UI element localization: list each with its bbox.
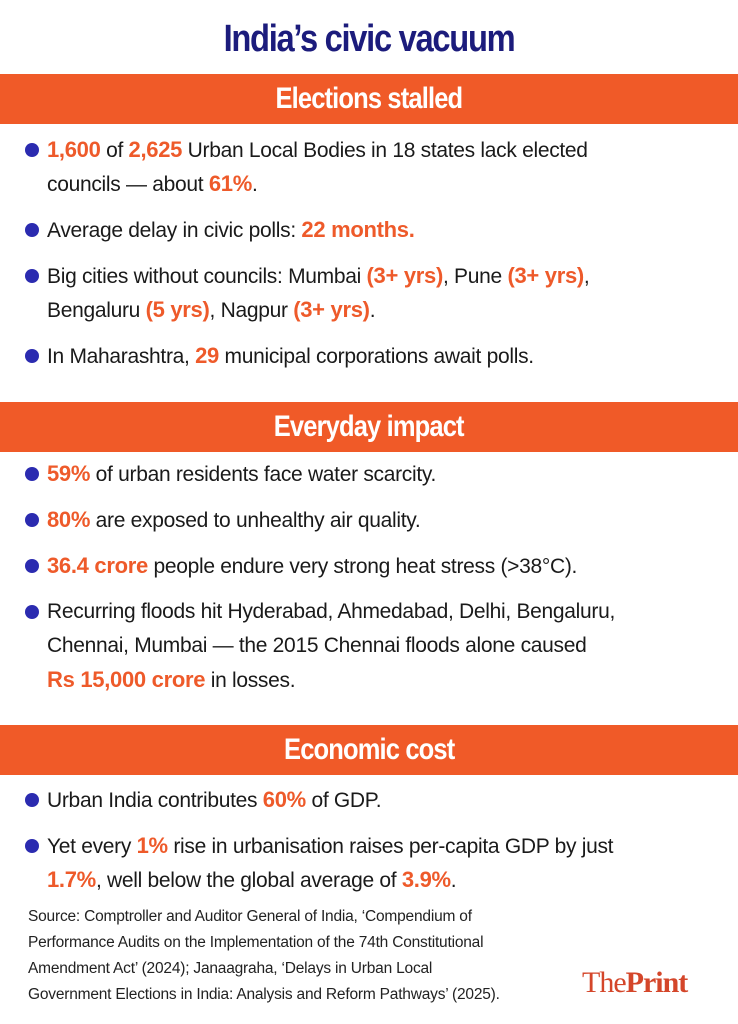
highlight-figure: 22 months. [301, 217, 415, 242]
list-item: In Maharashtra, 29 municipal corporation… [0, 339, 738, 373]
economic-list: Urban India contributes 60% of GDP. Yet e… [0, 783, 738, 909]
bullet-dot-icon [25, 467, 39, 481]
bullet-line: 1,600 of 2,625 Urban Local Bodies in 18 … [47, 133, 738, 167]
theprint-logo: ThePrint [582, 966, 689, 1000]
list-item: Urban India contributes 60% of GDP. [0, 783, 738, 817]
section-heading-text: Elections stalled [275, 82, 464, 115]
bullet-line: Recurring floods hit Hyderabad, Ahmedaba… [47, 595, 738, 629]
logo-part-the: The [582, 966, 627, 999]
section-heading-economic: Economic cost [0, 725, 738, 775]
bullet-line: Big cities without councils: Mumbai (3+ … [47, 259, 738, 293]
section-heading-text: Everyday impact [274, 410, 465, 443]
list-item: Recurring floods hit Hyderabad, Ahmedaba… [0, 595, 738, 697]
highlight-figure: (3+ yrs) [507, 263, 584, 288]
bullet-dot-icon [25, 513, 39, 527]
bullet-text: in losses. [205, 669, 296, 692]
highlight-figure: (3+ yrs) [366, 263, 444, 288]
list-item: Big cities without councils: Mumbai (3+ … [0, 259, 738, 327]
list-item: Yet every 1% rise in urbanisation raises… [0, 829, 738, 897]
section-heading-elections: Elections stalled [0, 74, 738, 124]
bullet-line: Yet every 1% rise in urbanisation raises… [47, 829, 738, 863]
bullet-dot-icon [25, 223, 39, 237]
bullet-text: . [369, 299, 376, 322]
bullet-line: In Maharashtra, 29 municipal corporation… [47, 339, 738, 373]
bullet-text: In Maharashtra, [47, 345, 196, 368]
page-title: India’s civic vacuum [223, 18, 516, 60]
bullet-text: rise in urbanisation raises per-capita G… [167, 835, 614, 858]
bullet-text: , well below the global average of [95, 869, 402, 892]
bullet-dot-icon [25, 143, 39, 157]
bullet-line: councils — about 61%. [47, 167, 738, 201]
bullet-line: Rs 15,000 crore in losses. [47, 663, 738, 697]
bullet-dot-icon [25, 605, 39, 619]
bullet-text: Recurring floods hit Hyderabad, Ahmedaba… [47, 600, 616, 623]
source-line: Amendment Act’ (2024); Janaagraha, ‘Dela… [28, 960, 433, 977]
highlight-figure: 1% [136, 833, 169, 858]
section-heading-impact: Everyday impact [0, 402, 738, 452]
bullet-line: 80% are exposed to unhealthy air quality… [47, 503, 738, 537]
logo-part-print: Print [625, 966, 689, 999]
source-line: Performance Audits on the Implementation… [28, 934, 484, 951]
highlight-figure: 61% [208, 171, 252, 196]
list-item: 80% are exposed to unhealthy air quality… [0, 503, 738, 537]
source-line: Government Elections in India: Analysis … [28, 986, 500, 1003]
bullet-dot-icon [25, 559, 39, 573]
bullet-text: Average delay in civic polls: [47, 219, 302, 242]
bullet-text: . [450, 869, 457, 892]
bullet-text: Bengaluru [47, 299, 146, 322]
highlight-figure: (3+ yrs) [293, 297, 370, 322]
bullet-text: , Nagpur [209, 299, 294, 322]
highlight-figure: 36.4 crore [47, 553, 148, 578]
highlight-figure: 80% [47, 507, 91, 532]
bullet-text: Urban India contributes [47, 789, 263, 812]
bullet-line: 59% of urban residents face water scarci… [47, 457, 738, 491]
bullet-text: of [100, 139, 129, 162]
bullet-line: 1.7%, well below the global average of 3… [47, 863, 738, 897]
list-item: 36.4 crore people endure very strong hea… [0, 549, 738, 583]
highlight-figure: (5 yrs) [145, 297, 210, 322]
bullet-line: 36.4 crore people endure very strong hea… [47, 549, 738, 583]
highlight-figure: 59% [47, 461, 91, 486]
bullet-text: . [251, 173, 258, 196]
bullet-line: Chennai, Mumbai — the 2015 Chennai flood… [47, 629, 738, 663]
bullet-text: Urban Local Bodies in 18 states lack ele… [182, 139, 588, 162]
impact-list: 59% of urban residents face water scarci… [0, 457, 738, 709]
source-note: Source: Comptroller and Auditor General … [28, 904, 500, 1008]
bullet-dot-icon [25, 349, 39, 363]
bullet-dot-icon [25, 269, 39, 283]
bullet-text: councils — about [47, 173, 209, 196]
bullet-text: , [583, 265, 590, 288]
bullet-line: Average delay in civic polls: 22 months. [47, 213, 738, 247]
highlight-figure: 2,625 [128, 137, 183, 162]
bullet-line: Urban India contributes 60% of GDP. [47, 783, 738, 817]
highlight-figure: Rs 15,000 crore [47, 667, 206, 692]
bullet-text: municipal corporations await polls. [218, 345, 535, 368]
source-line: Source: Comptroller and Auditor General … [28, 908, 472, 925]
section-heading-text: Economic cost [283, 733, 455, 766]
bullet-text: of GDP. [305, 789, 382, 812]
list-item: 1,600 of 2,625 Urban Local Bodies in 18 … [0, 133, 738, 201]
elections-list: 1,600 of 2,625 Urban Local Bodies in 18 … [0, 133, 738, 385]
bullet-dot-icon [25, 793, 39, 807]
bullet-text: Yet every [47, 835, 137, 858]
bullet-text: , Pune [442, 265, 508, 288]
bullet-dot-icon [25, 839, 39, 853]
bullet-text: of urban residents face water scarcity. [90, 463, 437, 486]
highlight-figure: 1.7% [47, 867, 96, 892]
bullet-text: Chennai, Mumbai — the 2015 Chennai flood… [47, 634, 587, 657]
list-item: Average delay in civic polls: 22 months. [0, 213, 738, 247]
list-item: 59% of urban residents face water scarci… [0, 457, 738, 491]
bullet-text: people endure very strong heat stress (>… [147, 555, 578, 578]
bullet-text: are exposed to unhealthy air quality. [90, 509, 421, 532]
bullet-text: Big cities without councils: Mumbai [47, 265, 367, 288]
highlight-figure: 60% [262, 787, 306, 812]
highlight-figure: 1,600 [47, 137, 101, 162]
highlight-figure: 3.9% [401, 867, 451, 892]
highlight-figure: 29 [195, 343, 219, 368]
bullet-line: Bengaluru (5 yrs), Nagpur (3+ yrs). [47, 293, 738, 327]
